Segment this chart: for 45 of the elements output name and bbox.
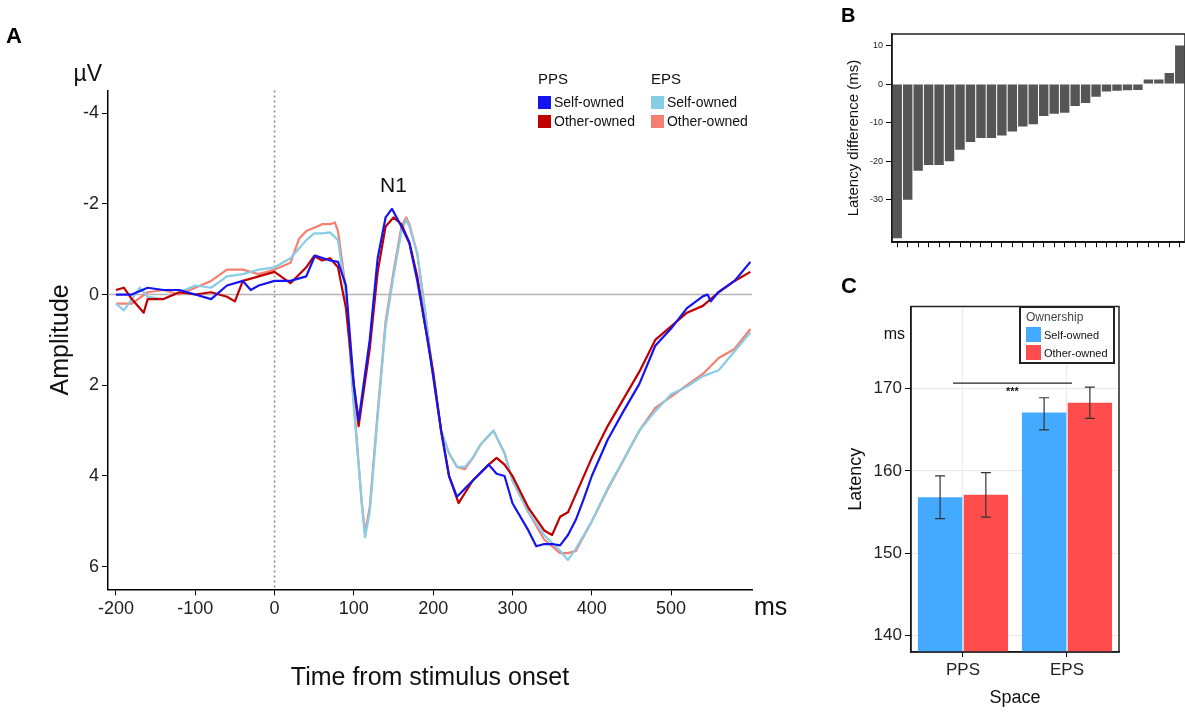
y-axis-title: Amplitude (44, 284, 73, 396)
x-tick-label: 200 (418, 598, 449, 619)
x-axis-title: Time from stimulus onset (290, 661, 570, 690)
legend-label: Other-owned (1044, 346, 1108, 359)
text: ms (883, 324, 905, 342)
y-tick-label: 10 (872, 40, 884, 51)
annotation: *** (1006, 384, 1020, 397)
y-tick-label: 0 (877, 78, 884, 89)
y-tick-label: -30 (869, 194, 884, 205)
legend-label: Self-owned (666, 94, 737, 111)
y-tick-label: 160 (873, 460, 902, 480)
text: PPS (538, 70, 569, 88)
y-tick-label: 0 (88, 283, 99, 304)
legend-label: Self-owned (554, 94, 625, 111)
x-tick-label: 500 (656, 598, 687, 619)
x-tick-label: -200 (97, 598, 134, 619)
y-tick-label: 2 (88, 374, 99, 395)
x-tick-label: -100 (177, 598, 214, 619)
x-axis-title: Space (989, 687, 1041, 708)
y-tick-label: -10 (869, 117, 884, 128)
annotation: N1 (380, 172, 407, 196)
chart-title: A (6, 23, 22, 49)
y-tick-label: 140 (873, 625, 902, 645)
chart-title: B (841, 3, 856, 26)
legend-label: Other-owned (666, 113, 748, 130)
x-tick-label: 0 (269, 598, 280, 619)
text: µV (73, 59, 103, 86)
x-tick-label: 400 (576, 598, 607, 619)
text: EPS (650, 70, 682, 88)
text: ms (754, 591, 788, 620)
legend-title: Ownership (1026, 310, 1085, 325)
x-tick-label: 100 (338, 598, 369, 619)
y-tick-label: -4 (82, 102, 99, 123)
y-axis-title: Latency (844, 447, 865, 511)
y-tick-label: 170 (873, 378, 902, 398)
y-tick-label: -2 (82, 192, 99, 213)
y-tick-label: 4 (88, 464, 99, 485)
chart-title: C (841, 273, 857, 299)
x-tick-label: 300 (497, 598, 528, 619)
legend-label: Other-owned (554, 113, 635, 130)
y-tick-label: 150 (873, 542, 902, 562)
legend-label: Self-owned (1044, 328, 1100, 341)
y-tick-label: 6 (88, 555, 99, 576)
y-axis-title: Latency difference (ms) (844, 59, 862, 217)
y-tick-label: -20 (869, 155, 884, 166)
